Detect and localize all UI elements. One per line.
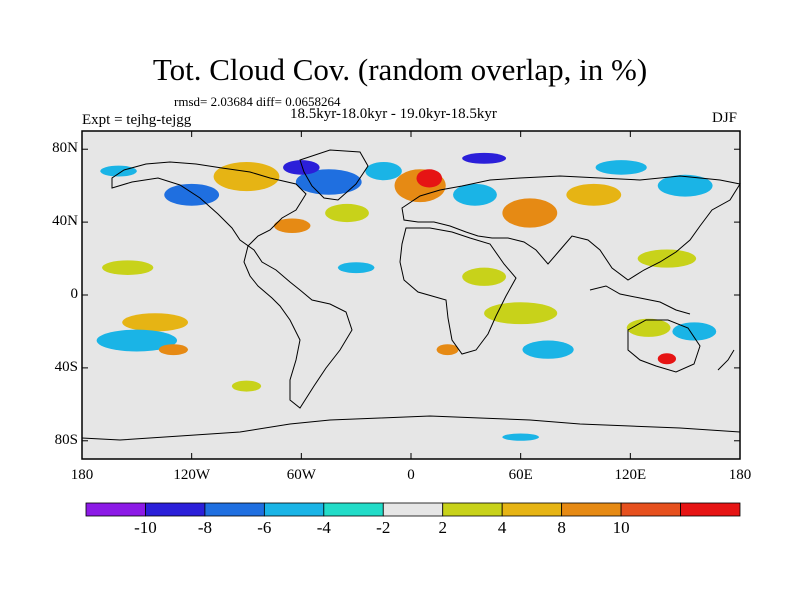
x-tick-label: 180 (70, 467, 94, 483)
colorbar (85, 502, 741, 517)
colorbar-swatch (204, 502, 265, 517)
anomaly-arctic-west-negative (100, 165, 137, 177)
colorbar-swatch (382, 502, 444, 517)
colorbar-label: -8 (197, 518, 212, 537)
x-tick-label: 60W (286, 467, 316, 483)
colorbar-label: -2 (376, 518, 391, 537)
anomaly-pacific-south-negative (96, 329, 178, 352)
anomaly-coral-sea-negative (672, 322, 717, 341)
anomaly-indian-ocean-south-negative (522, 340, 574, 359)
antarctica-coast (81, 415, 741, 441)
x-tick-label: 180 (728, 467, 752, 483)
anomaly-barents-negative (462, 152, 507, 164)
y-tick-label: 40S (54, 358, 78, 375)
colorbar-label: -10 (134, 518, 157, 537)
anomaly-siberia-north-negative (595, 160, 647, 175)
anomaly-pacific-west-positive (637, 249, 697, 268)
chart-title: Tot. Cloud Cov. (random overlap, in %) (152, 52, 648, 87)
season-label: DJF (712, 110, 738, 126)
anomaly-pacific-south-positive (122, 313, 189, 332)
colorbar-label: -6 (257, 518, 272, 537)
colorbar-swatch (263, 502, 325, 517)
anomaly-australia-southeast-core (657, 353, 677, 365)
anomaly-south-pacific-positive (231, 380, 262, 392)
colorbar-swatch (501, 502, 563, 517)
x-tick-label: 0 (407, 467, 415, 483)
colorbar-label: 2 (438, 518, 447, 537)
africa-coast (399, 227, 517, 355)
anomaly-us-east-positive (273, 218, 311, 234)
anomaly-norwegian-sea-negative (365, 161, 402, 181)
experiment-label: Expt = tejhg-tejgg (82, 112, 192, 128)
anomaly-pacific-north-positive (102, 260, 154, 275)
colorbar-swatch (145, 502, 206, 517)
axis-ticks (81, 131, 741, 459)
x-tick-label: 120W (173, 467, 210, 483)
anomaly-pacific-south-core (158, 344, 189, 356)
australia-coast (627, 319, 701, 373)
eurasia-coast (401, 175, 741, 281)
x-tick-label: 120E (614, 467, 647, 483)
y-tick-label: 80N (52, 140, 78, 157)
anomaly-atlantic-tropical-negative (337, 262, 375, 274)
colorbar-swatch (561, 502, 622, 517)
colorbar-swatch (442, 502, 503, 517)
anomaly-antarctic-negative (502, 433, 539, 441)
anomaly-baffin-core (283, 160, 320, 175)
colorbar-label: -4 (316, 518, 331, 537)
anomaly-hudson-positive (213, 161, 280, 192)
anomaly-russia-negative (453, 183, 497, 206)
colorbar-label: 8 (557, 518, 566, 537)
anomaly-atlantic-north-positive (325, 203, 369, 223)
colorbar-label: 10 (612, 518, 630, 537)
colorbar-swatch (323, 502, 384, 517)
greenland-coast (299, 149, 369, 201)
colorbar-swatch (85, 502, 146, 517)
maritime-continent-coast (589, 285, 691, 315)
anomaly-australia-north-positive (626, 318, 671, 337)
y-tick-label: 40N (52, 213, 78, 230)
coastlines (81, 149, 741, 441)
anomaly-east-africa-positive (462, 267, 507, 286)
anomaly-south-africa-core (436, 344, 459, 356)
anomaly-scandinavia-core (416, 169, 443, 188)
colorbar-swatch (680, 502, 741, 517)
period-label: 18.5kyr-18.0kyr - 19.0kyr-18.5kyr (290, 106, 497, 122)
y-tick-label: 0 (70, 286, 79, 302)
stats-label: rmsd= 2.03684 diff= 0.0658264 (174, 94, 341, 109)
anomaly-north-america-negative (164, 183, 220, 206)
anomaly-indian-ocean-positive (484, 302, 558, 325)
y-tick-label: 80S (54, 431, 78, 448)
anomaly-greenland-negative (295, 169, 362, 195)
anomaly-central-asia-positive (502, 198, 558, 228)
new-zealand-coast (717, 349, 735, 371)
anomaly-northeast-asia-negative (657, 174, 713, 197)
anomaly-siberia-positive (566, 183, 622, 206)
x-tick-label: 60E (508, 467, 533, 483)
colorbar-label: 4 (497, 518, 507, 537)
colorbar-swatch (620, 502, 681, 517)
americas-coast (111, 161, 353, 409)
